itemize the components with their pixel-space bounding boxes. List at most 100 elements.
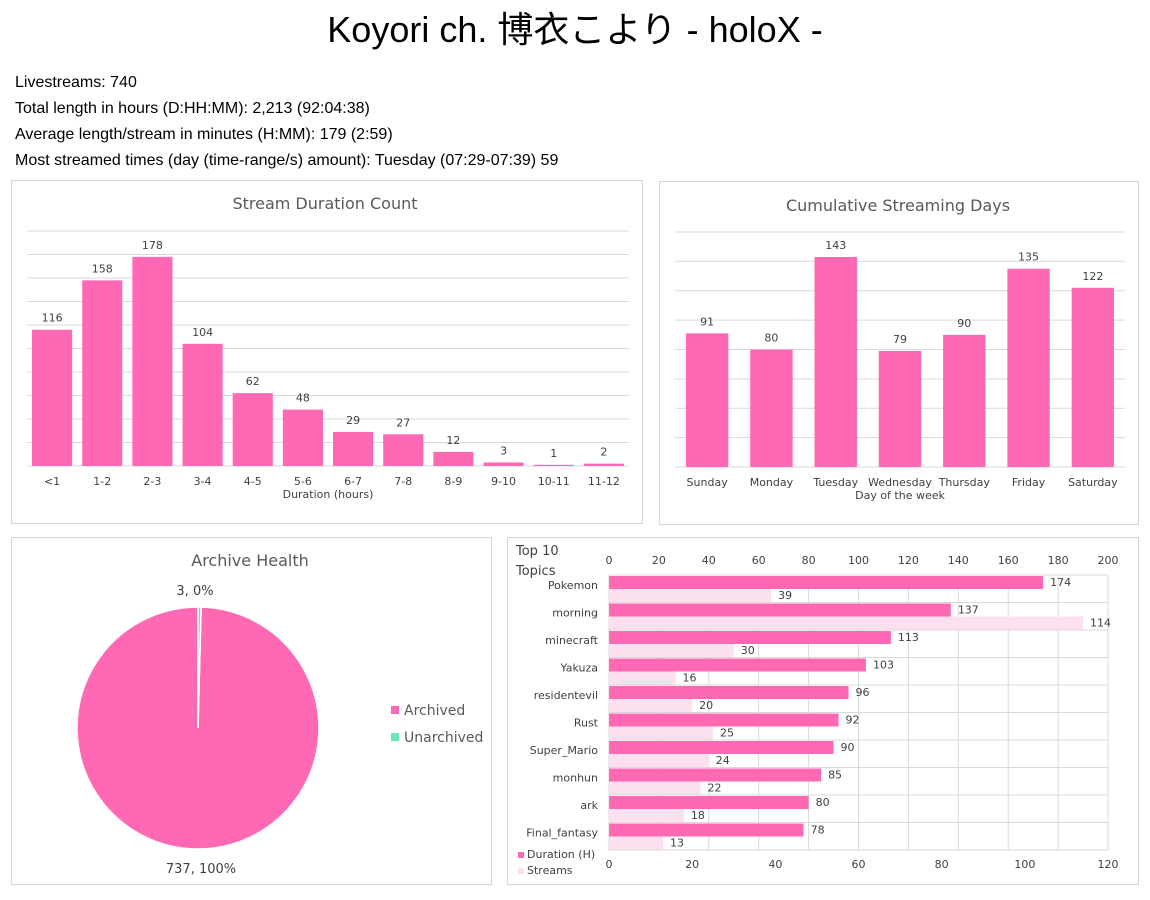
legend-label: Unarchived	[404, 730, 483, 746]
chart-title: Top 10	[515, 544, 559, 559]
top-axis-tick: 80	[802, 554, 816, 567]
data-label: 1	[550, 447, 557, 460]
data-label: 91	[700, 315, 714, 328]
x-tick-label: <1	[44, 475, 60, 488]
archive-health-chart: Archive Health 3, 0% 737, 100% Archived Unar…	[76, 551, 483, 877]
bottom-axis-tick: 100	[1014, 858, 1035, 871]
bar-streams	[609, 781, 701, 795]
bar-duration	[609, 658, 866, 672]
bottom-axis-tick: 120	[1098, 858, 1119, 871]
bar	[282, 409, 323, 466]
x-tick-label: 6-7	[344, 475, 362, 488]
bar-streams	[609, 836, 664, 850]
top-topics-chart: Top 10 Topics 0 20 40 60 80 100 120 140 160 180 200 0…	[515, 544, 1119, 877]
bar-duration	[609, 576, 1044, 589]
data-label: 30	[741, 644, 755, 657]
bar-streams	[609, 809, 684, 822]
stat-total-length: Total length in hours (D:HH:MM): 2,213 (…	[15, 100, 370, 117]
data-label: 178	[142, 239, 163, 252]
duration-count-panel: Stream Duration Count 116 <1 158 1-2 178 2-3 10…	[11, 180, 643, 524]
bar-streams	[609, 726, 713, 740]
x-tick-label: Wednesday	[868, 476, 932, 489]
legend-label: Duration (H)	[527, 848, 595, 861]
bar-streams	[609, 644, 734, 657]
chart-title: Archive Health	[191, 551, 309, 570]
category-label: residentevil	[534, 689, 598, 702]
data-label: 48	[296, 392, 310, 405]
bar-duration	[609, 686, 849, 699]
data-label: 158	[92, 262, 113, 275]
stat-average-length: Average length/stream in minutes (H:MM):…	[15, 126, 393, 143]
bar	[182, 343, 223, 466]
bar-streams	[609, 589, 772, 602]
data-label: 114	[1090, 617, 1111, 630]
data-label: 20	[699, 699, 713, 712]
bar-streams	[609, 671, 676, 685]
category-label: ark	[580, 799, 598, 812]
data-label: 22	[707, 782, 721, 795]
bar-streams	[609, 616, 1084, 630]
data-label: 90	[957, 317, 971, 330]
data-label: 39	[778, 589, 792, 602]
data-label: 85	[828, 769, 842, 782]
data-label: 25	[720, 727, 734, 740]
x-tick-label: 11-12	[588, 475, 620, 488]
category-label: morning	[552, 607, 598, 620]
top-axis-tick: 200	[1098, 554, 1119, 567]
legend-swatch	[391, 706, 399, 714]
data-label: 80	[816, 796, 830, 809]
top-axis-tick: 120	[898, 554, 919, 567]
data-label: 174	[1050, 576, 1071, 589]
x-tick-label: 9-10	[491, 475, 516, 488]
category-label: Pokemon	[548, 579, 598, 592]
legend-label: Streams	[527, 864, 573, 877]
top-axis-tick: 100	[848, 554, 869, 567]
data-label: 122	[1082, 270, 1103, 283]
duration-count-chart: Stream Duration Count 116 <1 158 1-2 178 2-3 10…	[27, 194, 629, 501]
bar-streams	[609, 699, 693, 712]
bar-duration	[609, 796, 809, 809]
bar-streams	[609, 754, 709, 767]
x-tick-label: 4-5	[244, 475, 262, 488]
x-tick-label: 5-6	[294, 475, 312, 488]
chart-title: Cumulative Streaming Days	[786, 196, 1010, 215]
legend-swatch	[518, 852, 524, 858]
bar	[132, 256, 173, 466]
bar-duration	[609, 631, 891, 644]
data-label: 27	[396, 416, 410, 429]
bar	[814, 256, 857, 467]
bar	[583, 463, 624, 466]
category-label: monhun	[553, 772, 598, 785]
bottom-axis-tick: 20	[685, 858, 699, 871]
data-label: 24	[716, 754, 730, 767]
data-label: 92	[846, 714, 860, 727]
x-axis-label: Day of the week	[855, 489, 945, 502]
data-label: 103	[873, 659, 894, 672]
bar	[1007, 268, 1050, 467]
top-axis-tick: 180	[1048, 554, 1069, 567]
chart-title: Topics	[515, 564, 556, 579]
bar	[232, 393, 273, 466]
streaming-days-chart: Cumulative Streaming Days 91 Sunday 80 Monda…	[675, 196, 1125, 502]
bar-duration	[609, 823, 804, 837]
legend-swatch	[391, 733, 399, 741]
bottom-axis-tick: 80	[935, 858, 949, 871]
data-label: 18	[691, 809, 705, 822]
x-tick-label: Friday	[1012, 476, 1046, 489]
archive-health-panel: Archive Health 3, 0% 737, 100% Archived Unar…	[11, 537, 492, 885]
top-axis-tick: 140	[948, 554, 969, 567]
top-topics-panel: Top 10 Topics 0 20 40 60 80 100 120 140 160 180 200 0…	[507, 537, 1139, 885]
bar	[943, 334, 986, 467]
top-axis-tick: 20	[652, 554, 666, 567]
bottom-axis-tick: 40	[768, 858, 782, 871]
bar	[483, 462, 524, 466]
data-label: 80	[764, 332, 778, 345]
top-axis-tick: 160	[998, 554, 1019, 567]
bar-duration	[609, 768, 822, 782]
x-tick-label: 1-2	[93, 475, 111, 488]
x-axis-label: Duration (hours)	[283, 488, 374, 501]
chart-title: Stream Duration Count	[232, 194, 417, 213]
bar-duration	[609, 713, 839, 727]
bar	[433, 451, 474, 466]
x-tick-label: Thursday	[938, 476, 991, 489]
